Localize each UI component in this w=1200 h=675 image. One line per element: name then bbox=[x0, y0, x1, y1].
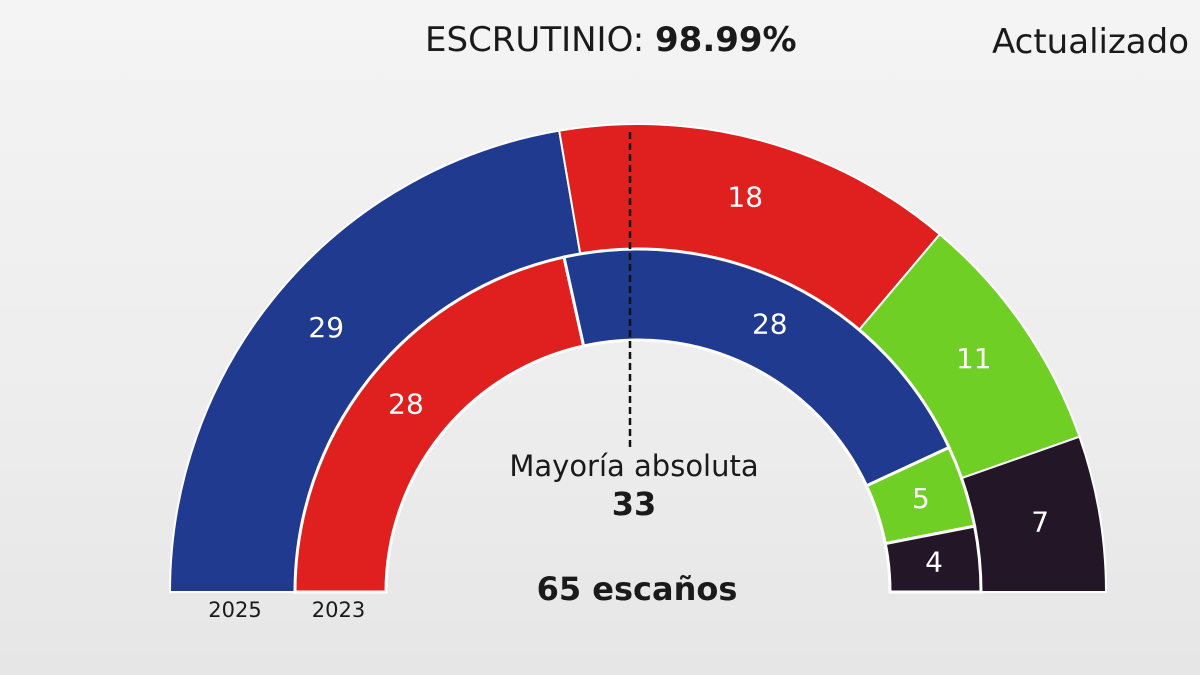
count-percentage: 98.99% bbox=[655, 20, 797, 60]
seat-count-inner-1: 28 bbox=[752, 307, 788, 340]
seat-count-inner-0: 28 bbox=[388, 388, 424, 421]
seat-count-inner-3: 4 bbox=[925, 545, 943, 578]
total-seats-label: 65 escaños bbox=[537, 570, 738, 608]
ring-year-inner: 2023 bbox=[312, 598, 365, 622]
majority-label: Mayoría absoluta bbox=[509, 449, 758, 483]
segment-inner-3 bbox=[883, 524, 983, 594]
labels-layer: 29 18 11 7 28 28 5 4 bbox=[308, 180, 1049, 578]
seat-count-outer-3: 7 bbox=[1031, 505, 1049, 538]
updated-label: Actualizado bbox=[992, 22, 1190, 62]
seat-count-outer-1: 18 bbox=[727, 180, 763, 213]
seat-count-outer-0: 29 bbox=[308, 311, 344, 344]
year-labels: 2025 2023 bbox=[208, 598, 365, 622]
segments-layer bbox=[168, 123, 1108, 594]
header: ESCRUTINIO: 98.99% Actualizado bbox=[0, 0, 1200, 80]
segment-inner-1 bbox=[562, 247, 952, 488]
seat-count-outer-2: 11 bbox=[956, 342, 992, 375]
segment-inner-0 bbox=[293, 255, 586, 594]
majority-value: 33 bbox=[612, 485, 657, 523]
count-label: ESCRUTINIO: bbox=[425, 20, 645, 60]
count-progress: ESCRUTINIO: 98.99% bbox=[425, 20, 797, 60]
seat-count-inner-2: 5 bbox=[912, 482, 930, 515]
ring-year-outer: 2025 bbox=[208, 598, 261, 622]
